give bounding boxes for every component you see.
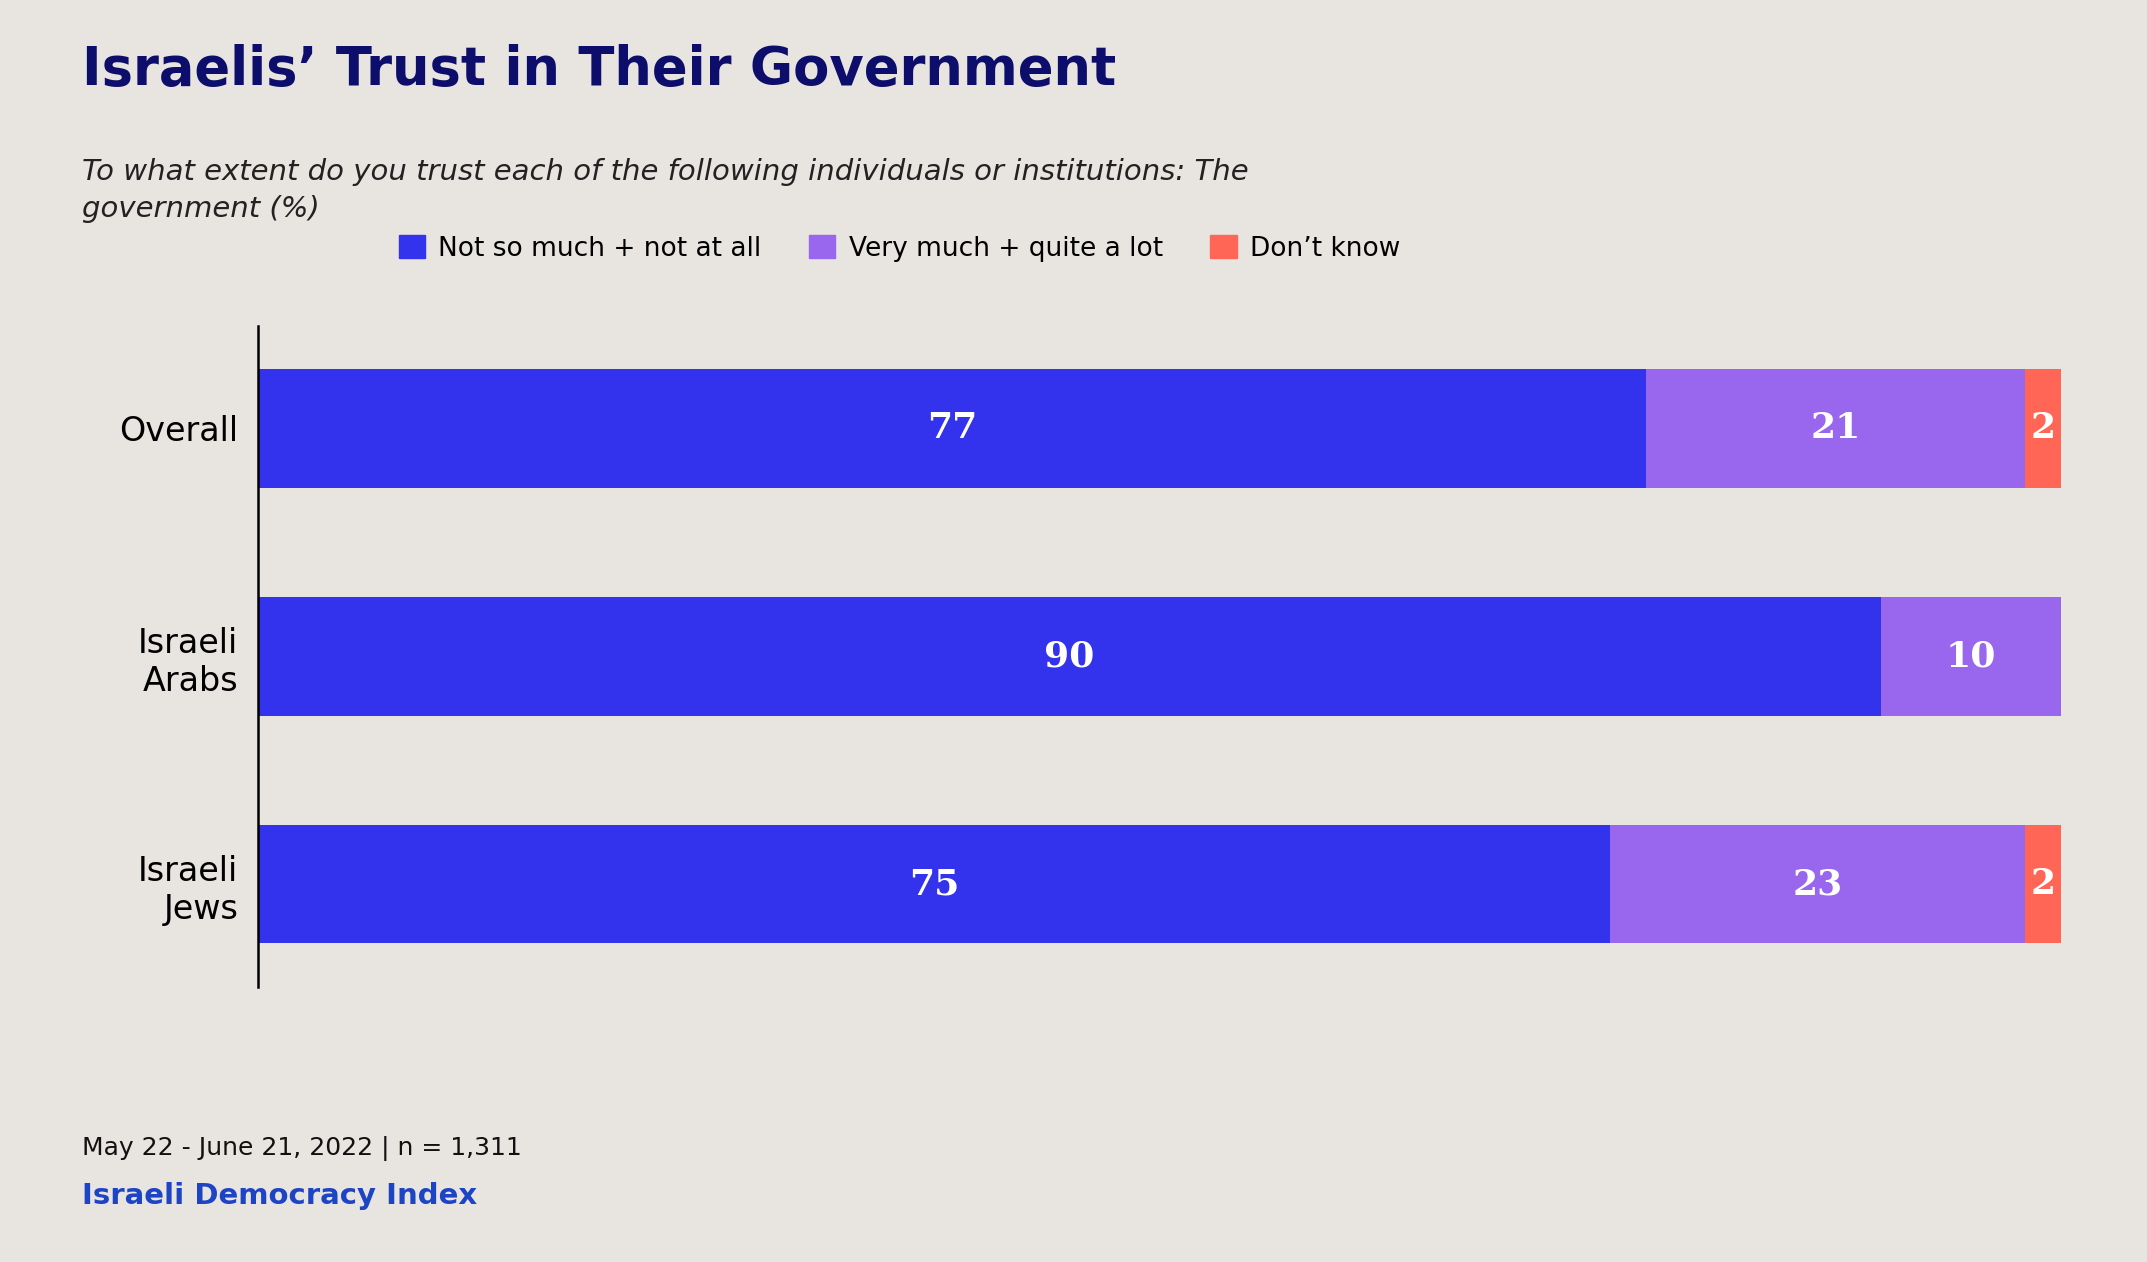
Text: 90: 90 [1043,640,1095,673]
Text: 21: 21 [1810,411,1861,445]
Bar [2025,825,2061,944]
Text: May 22 - June 21, 2022 | n = 1,311: May 22 - June 21, 2022 | n = 1,311 [82,1136,522,1161]
Text: 2: 2 [2031,867,2055,901]
Text: Israeli Democracy Index: Israeli Democracy Index [82,1182,477,1210]
Bar [258,369,1647,487]
Bar [2025,369,2061,487]
Text: Israelis’ Trust in Their Government: Israelis’ Trust in Their Government [82,44,1116,96]
Text: 77: 77 [928,411,977,445]
Text: 10: 10 [1945,640,1997,673]
Bar [258,597,1881,716]
Legend: Not so much + not at all, Very much + quite a lot, Don’t know: Not so much + not at all, Very much + qu… [389,225,1411,273]
Bar [1647,369,2025,487]
Text: To what extent do you trust each of the following individuals or institutions: T: To what extent do you trust each of the … [82,158,1247,222]
Text: 75: 75 [908,867,960,901]
Bar [1881,597,2061,716]
Bar [258,825,1610,944]
Text: 23: 23 [1793,867,1842,901]
Bar [1610,825,2025,944]
Text: 2: 2 [2031,411,2055,445]
